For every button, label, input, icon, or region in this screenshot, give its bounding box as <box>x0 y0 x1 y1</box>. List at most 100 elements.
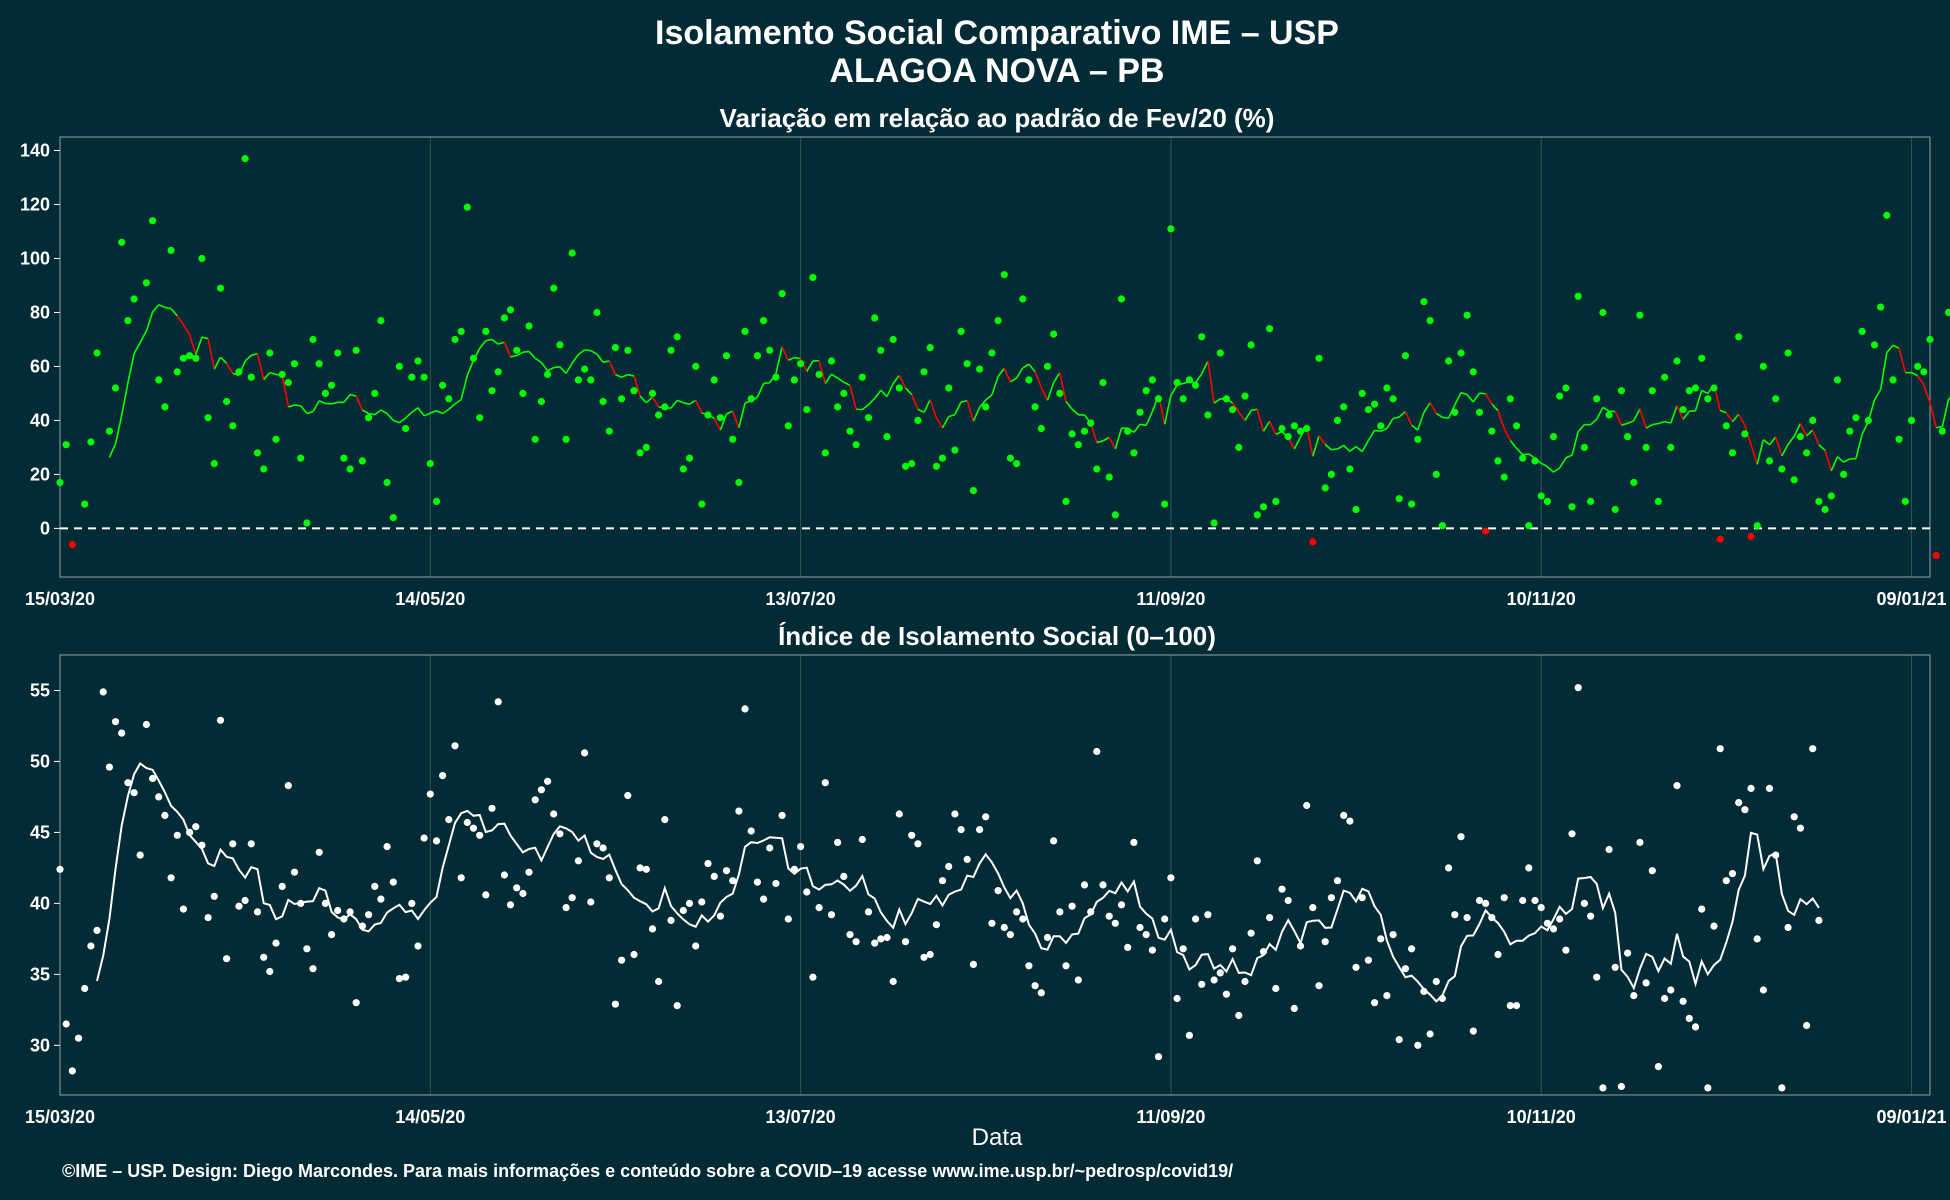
data-point <box>1593 973 1601 981</box>
data-point <box>260 953 268 961</box>
moving-average-segment <box>1349 446 1357 452</box>
data-point <box>1377 935 1385 943</box>
data-point <box>1309 538 1317 546</box>
data-point <box>229 840 237 848</box>
data-point <box>1229 406 1237 414</box>
data-point <box>420 373 428 381</box>
moving-average-segment <box>1102 436 1110 442</box>
data-point <box>204 914 212 922</box>
moving-average-segment <box>831 373 839 379</box>
moving-average-segment <box>683 401 690 406</box>
data-point <box>389 514 397 522</box>
data-point <box>1519 896 1527 905</box>
data-point <box>1192 381 1200 389</box>
moving-average-segment <box>1824 450 1833 472</box>
data-point <box>568 249 576 257</box>
x-tick-label: 14/05/20 <box>395 589 465 609</box>
moving-average-segment <box>534 357 542 364</box>
moving-average-segment <box>1553 467 1561 473</box>
moving-average-segment <box>1898 348 1907 373</box>
data-point <box>1624 433 1632 441</box>
data-point <box>1735 333 1743 341</box>
data-point <box>1858 327 1866 335</box>
data-point <box>1488 914 1496 922</box>
data-point <box>186 828 194 837</box>
moving-average-segment <box>1442 416 1449 419</box>
moving-average-segment <box>1923 384 1931 403</box>
data-point <box>648 925 657 933</box>
data-point <box>679 906 687 915</box>
data-point <box>710 872 718 881</box>
data-point <box>1506 395 1514 403</box>
data-point <box>568 894 576 902</box>
data-point <box>420 834 428 842</box>
data-point <box>1080 427 1089 435</box>
data-point <box>519 889 527 898</box>
moving-average-segment <box>516 351 524 357</box>
moving-average-segment <box>1380 427 1388 432</box>
moving-average-segment <box>1879 352 1888 390</box>
data-point <box>241 155 249 163</box>
data-point <box>1735 799 1743 807</box>
data-point <box>741 705 749 713</box>
data-point <box>1235 443 1243 451</box>
moving-average-segment <box>991 376 999 396</box>
data-point <box>1093 465 1101 473</box>
moving-average-segment <box>1731 413 1740 423</box>
moving-average-segment <box>584 349 591 352</box>
data-point <box>1358 894 1366 902</box>
data-point <box>1216 349 1224 357</box>
data-point <box>167 874 175 882</box>
data-point <box>821 449 829 457</box>
data-point <box>1926 335 1934 344</box>
moving-average-segment <box>201 336 209 340</box>
moving-average-segment <box>170 308 178 317</box>
data-point <box>1117 901 1126 909</box>
data-point <box>618 956 626 964</box>
data-point <box>1698 905 1706 913</box>
moving-average-segment <box>281 374 290 408</box>
moving-average-segment <box>917 408 925 414</box>
data-point <box>1512 422 1521 430</box>
moving-average-segment <box>1818 444 1826 452</box>
data-point <box>1074 976 1082 984</box>
data-point <box>1728 870 1737 878</box>
data-point <box>1068 430 1076 438</box>
moving-average-segment <box>256 353 265 380</box>
data-point <box>377 895 385 903</box>
data-point <box>290 360 299 368</box>
data-point <box>340 454 348 462</box>
data-point <box>655 977 663 986</box>
data-point <box>1204 911 1212 919</box>
moving-average-segment <box>213 356 222 370</box>
data-point <box>1648 867 1656 875</box>
data-point <box>1420 298 1428 306</box>
data-point <box>1451 911 1459 919</box>
data-point <box>1185 1031 1193 1039</box>
data-point <box>864 908 873 916</box>
data-point <box>1698 354 1706 362</box>
data-point <box>198 254 206 263</box>
data-point <box>432 497 441 505</box>
data-point <box>247 840 255 848</box>
data-point <box>1803 1021 1811 1030</box>
moving-average-segment <box>547 366 555 372</box>
data-point <box>1562 384 1570 392</box>
data-point <box>1654 497 1662 505</box>
data-point <box>408 899 416 908</box>
data-point <box>352 346 360 354</box>
data-point <box>766 346 774 354</box>
moving-average-segment <box>1936 425 1943 429</box>
moving-average-segment <box>781 346 789 361</box>
data-point <box>556 341 564 349</box>
moving-average-segment <box>1312 435 1320 457</box>
data-point <box>1920 368 1928 376</box>
data-point <box>1685 387 1693 395</box>
data-point <box>1685 1014 1693 1023</box>
moving-average-segment <box>602 360 610 363</box>
data-point <box>1154 395 1163 403</box>
data-point <box>1031 403 1039 411</box>
data-point <box>1056 389 1064 397</box>
data-point <box>778 290 786 298</box>
data-point <box>1636 311 1644 319</box>
